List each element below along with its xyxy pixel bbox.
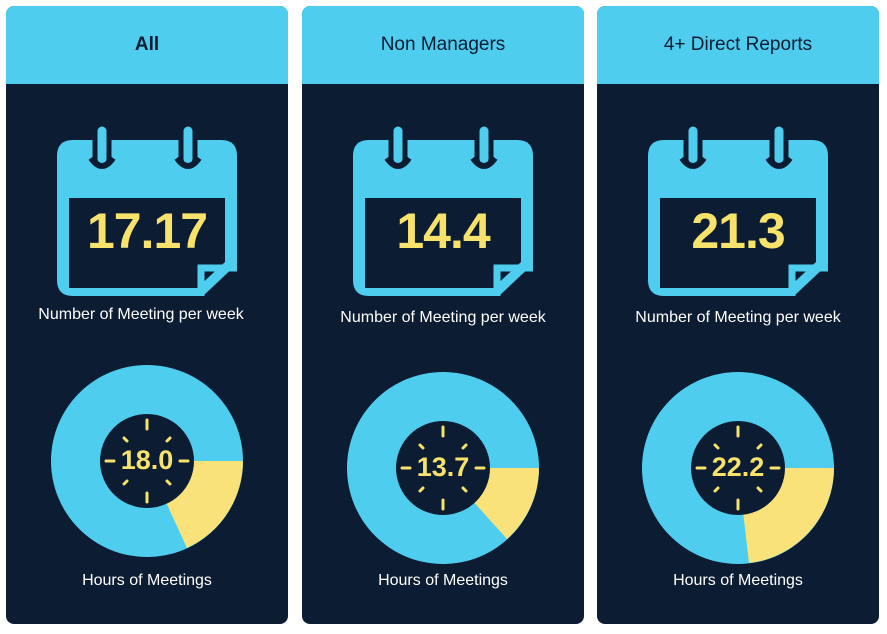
hours-label: Hours of Meetings bbox=[82, 572, 212, 589]
meetings-per-week-label: Number of Meeting per week bbox=[38, 306, 244, 323]
hours-value: 13.7 bbox=[416, 452, 470, 482]
hours-value: 18.0 bbox=[120, 445, 174, 475]
meetings-per-week-value: 17.17 bbox=[86, 203, 208, 259]
calendar-icon bbox=[57, 121, 237, 296]
hours-donut bbox=[642, 372, 834, 564]
hours-donut bbox=[51, 365, 243, 557]
hours-donut bbox=[347, 372, 539, 564]
card-title: All bbox=[6, 6, 288, 84]
calendar-icon bbox=[648, 121, 828, 296]
card-direct-reports: 4+ Direct Reports 21.3 Number of Meeting… bbox=[597, 6, 879, 624]
hours-label: Hours of Meetings bbox=[378, 572, 508, 589]
card-all: All 17.17 Number of Meeting per week 18.… bbox=[6, 6, 288, 624]
meetings-per-week-label: Number of Meeting per week bbox=[340, 309, 546, 326]
meetings-per-week-label: Number of Meeting per week bbox=[635, 309, 841, 326]
card-title: 4+ Direct Reports bbox=[597, 6, 879, 84]
calendar-icon bbox=[353, 121, 533, 296]
card-title: Non Managers bbox=[302, 6, 584, 84]
hours-label: Hours of Meetings bbox=[673, 572, 803, 589]
hours-value: 22.2 bbox=[711, 452, 765, 482]
meetings-per-week-value: 14.4 bbox=[396, 203, 490, 259]
card-non-managers: Non Managers 14.4 Number of Meeting per … bbox=[302, 6, 584, 624]
meetings-per-week-value: 21.3 bbox=[691, 203, 785, 259]
